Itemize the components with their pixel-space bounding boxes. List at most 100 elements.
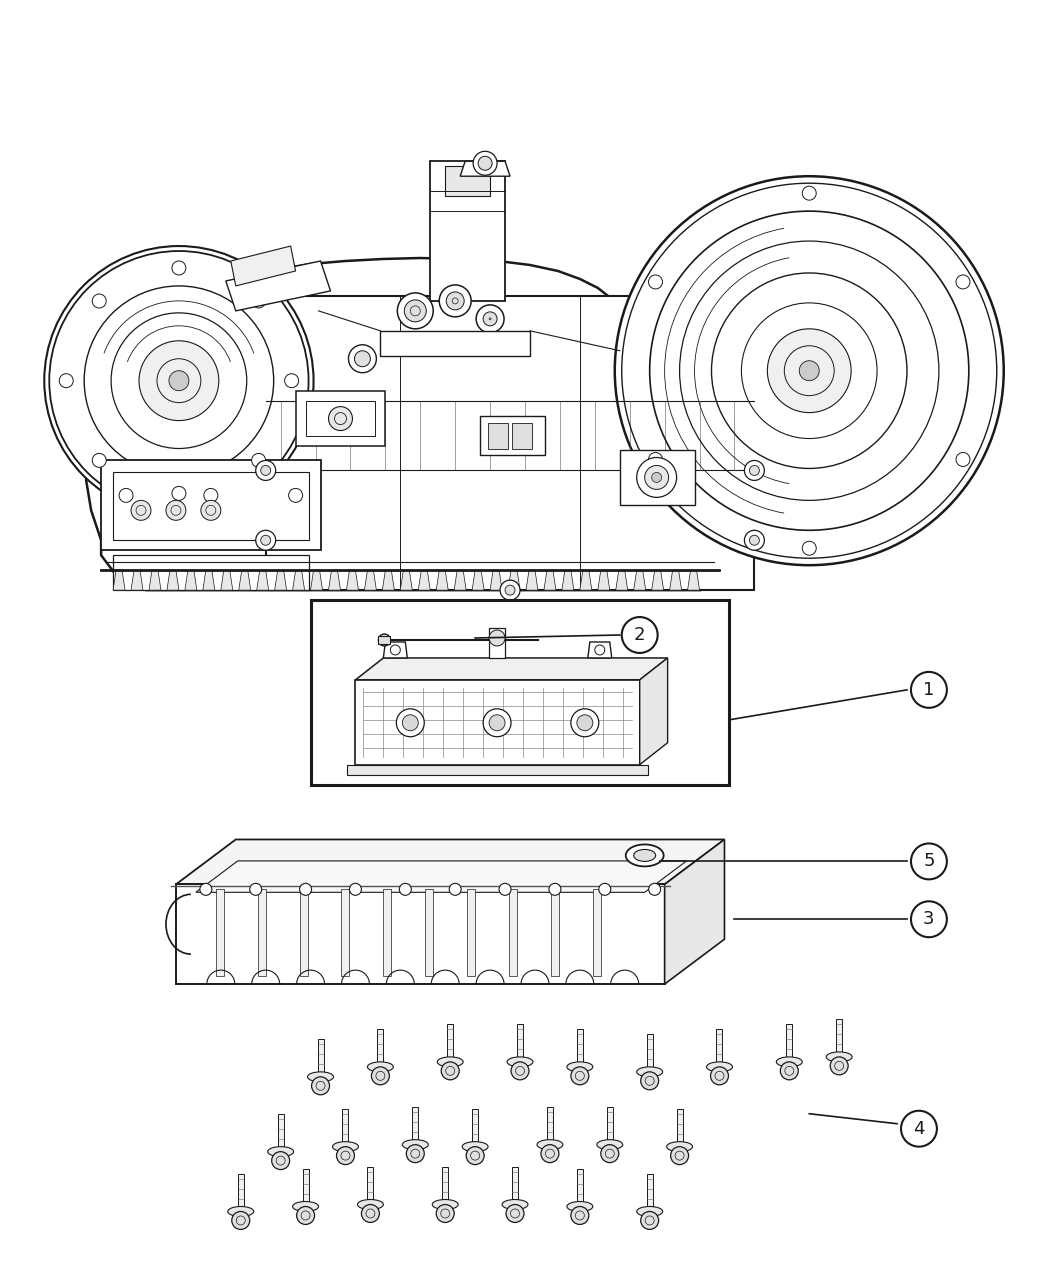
Circle shape (436, 1205, 455, 1223)
Ellipse shape (462, 1141, 488, 1151)
Polygon shape (580, 570, 592, 590)
Polygon shape (508, 570, 520, 590)
Bar (786, 1024, 793, 1062)
Bar (547, 1107, 553, 1145)
Circle shape (911, 844, 947, 880)
Polygon shape (185, 570, 196, 590)
Circle shape (744, 530, 764, 551)
Circle shape (59, 374, 74, 388)
Polygon shape (383, 890, 392, 977)
Polygon shape (356, 658, 668, 680)
Text: 1: 1 (923, 681, 934, 699)
Circle shape (289, 488, 302, 502)
Circle shape (404, 300, 426, 321)
Circle shape (396, 709, 424, 737)
Circle shape (671, 1146, 689, 1164)
Circle shape (329, 407, 353, 431)
Circle shape (489, 715, 505, 731)
Circle shape (355, 351, 371, 367)
Bar (480, 416, 545, 455)
Circle shape (172, 486, 186, 500)
Polygon shape (196, 861, 687, 892)
Circle shape (489, 630, 505, 646)
Polygon shape (216, 890, 224, 977)
Bar (113, 555, 309, 590)
Circle shape (636, 458, 676, 497)
Circle shape (119, 488, 133, 502)
Bar (430, 161, 505, 301)
Polygon shape (467, 890, 476, 977)
Bar (377, 1029, 383, 1067)
Circle shape (201, 500, 220, 520)
Polygon shape (615, 570, 628, 590)
Circle shape (750, 536, 759, 546)
Bar (237, 1173, 244, 1211)
Circle shape (349, 344, 376, 372)
Circle shape (446, 292, 464, 310)
Polygon shape (176, 885, 665, 984)
Circle shape (252, 295, 266, 309)
Circle shape (649, 275, 663, 289)
Polygon shape (670, 570, 681, 590)
Bar (676, 1109, 682, 1146)
Circle shape (780, 1062, 798, 1080)
Circle shape (571, 1206, 589, 1224)
Circle shape (649, 884, 660, 895)
Circle shape (200, 884, 212, 895)
Polygon shape (639, 658, 668, 765)
Circle shape (478, 157, 492, 171)
Polygon shape (256, 570, 269, 590)
Text: 4: 4 (914, 1119, 925, 1137)
Polygon shape (665, 839, 724, 984)
Circle shape (172, 261, 186, 275)
Bar (517, 1024, 523, 1062)
Circle shape (361, 1205, 379, 1223)
Circle shape (391, 645, 400, 655)
Bar (607, 1107, 613, 1145)
Ellipse shape (636, 1067, 663, 1077)
Ellipse shape (368, 1062, 394, 1072)
Bar (368, 1167, 374, 1205)
Ellipse shape (667, 1141, 693, 1151)
Circle shape (956, 275, 970, 289)
Polygon shape (257, 890, 266, 977)
Circle shape (378, 634, 391, 646)
Circle shape (506, 1205, 524, 1223)
Text: 2: 2 (634, 626, 646, 644)
Circle shape (406, 1145, 424, 1163)
Polygon shape (634, 570, 646, 590)
Circle shape (372, 1067, 390, 1085)
Ellipse shape (228, 1206, 254, 1216)
Circle shape (768, 329, 852, 413)
Bar (716, 1029, 722, 1067)
Circle shape (956, 453, 970, 467)
Ellipse shape (567, 1062, 593, 1072)
Bar (348, 765, 648, 775)
Circle shape (571, 709, 598, 737)
Polygon shape (597, 570, 610, 590)
Circle shape (296, 1206, 315, 1224)
Circle shape (449, 884, 461, 895)
Polygon shape (226, 261, 331, 311)
Bar (317, 1039, 323, 1077)
Circle shape (252, 454, 266, 468)
Circle shape (474, 152, 497, 175)
Bar (620, 450, 694, 505)
Circle shape (549, 884, 561, 895)
Bar (306, 400, 376, 436)
Circle shape (576, 715, 593, 731)
Ellipse shape (507, 1057, 533, 1067)
Circle shape (285, 374, 298, 388)
Polygon shape (299, 890, 308, 977)
Ellipse shape (707, 1062, 733, 1072)
Circle shape (476, 305, 504, 333)
Circle shape (402, 715, 418, 731)
Circle shape (500, 580, 520, 601)
Circle shape (499, 884, 511, 895)
Circle shape (439, 284, 471, 317)
Polygon shape (380, 330, 530, 356)
Ellipse shape (537, 1140, 563, 1150)
Polygon shape (176, 839, 724, 885)
Ellipse shape (634, 849, 655, 862)
Circle shape (399, 884, 412, 895)
